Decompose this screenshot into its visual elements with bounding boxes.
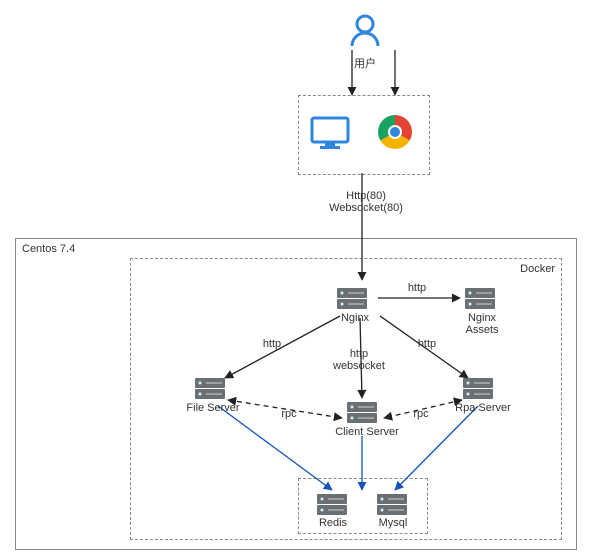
edge-label-rpc-left: rpc: [276, 408, 302, 420]
edge-label-http80: Http(80) Websocket(80): [326, 190, 406, 214]
rpa-server-label: Rpa Server: [448, 402, 518, 414]
user-icon: [352, 16, 378, 46]
redis-label: Redis: [312, 517, 354, 529]
edge-label-rpc-right: rpc: [408, 408, 434, 420]
mysql-label: Mysql: [372, 517, 414, 529]
client-box: [298, 95, 430, 175]
nginx-assets-label: Nginx Assets: [458, 312, 506, 336]
file-server-label: File Server: [178, 402, 248, 414]
docker-title: Docker: [520, 263, 555, 275]
edge-label-http-ws: http websocket: [326, 348, 392, 372]
edge-label-http-file: http: [258, 338, 286, 350]
edge-label-http-rpa: http: [413, 338, 441, 350]
user-label: 用户: [345, 55, 385, 71]
centos-title: Centos 7.4: [22, 243, 75, 255]
client-server-label: Client Server: [328, 426, 406, 438]
nginx-label: Nginx: [330, 312, 380, 324]
edge-label-http-assets: http: [403, 282, 431, 294]
